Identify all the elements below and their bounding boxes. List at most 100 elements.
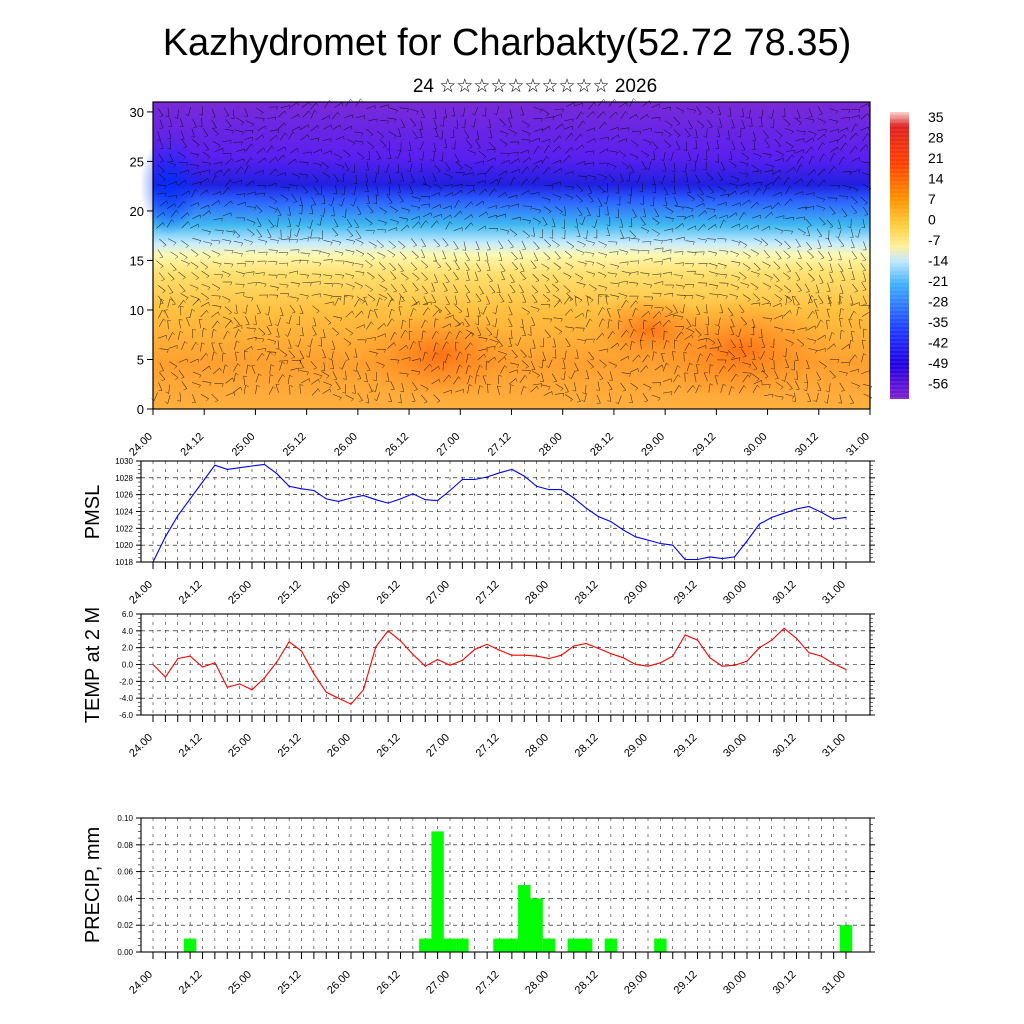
wind-barb bbox=[630, 249, 640, 251]
wind-barb bbox=[554, 108, 564, 110]
wind-barb-flag bbox=[251, 346, 253, 350]
wind-barb bbox=[827, 343, 835, 350]
wind-barb bbox=[473, 118, 476, 128]
wind-barb-flag bbox=[416, 278, 420, 281]
wind-barb-flag bbox=[247, 364, 251, 367]
wind-barb bbox=[548, 359, 553, 369]
wind-barb-flag bbox=[792, 400, 796, 402]
wind-barb bbox=[687, 251, 697, 253]
wind-barb bbox=[648, 161, 652, 170]
wind-barb bbox=[827, 237, 832, 247]
wind-barb bbox=[245, 271, 255, 274]
wind-barb bbox=[158, 285, 166, 292]
wind-barb bbox=[192, 382, 201, 386]
temp-ytick-label: 0.0 bbox=[122, 661, 134, 670]
wind-barb-flag bbox=[450, 136, 454, 139]
wind-barb bbox=[851, 250, 858, 259]
wind-barb bbox=[761, 362, 765, 372]
wind-barb bbox=[355, 362, 358, 372]
wind-barb-flag bbox=[628, 127, 630, 132]
wind-barb-flag bbox=[444, 244, 449, 247]
wind-barb-flag bbox=[716, 294, 719, 298]
wind-barb bbox=[225, 158, 232, 166]
temp-ytick-label: -6.0 bbox=[119, 711, 133, 720]
pmsl-point bbox=[721, 558, 723, 560]
colorbar-label: 14 bbox=[928, 171, 944, 187]
wind-barb-flag bbox=[361, 310, 364, 315]
wind-barb-flag bbox=[671, 218, 675, 222]
wind-barb bbox=[564, 206, 566, 216]
wind-barb-flag bbox=[753, 368, 758, 371]
wind-barb-flag bbox=[296, 323, 300, 326]
wind-barb-flag bbox=[230, 140, 232, 144]
cold-core-1 bbox=[140, 135, 200, 235]
wind-barb-flag bbox=[459, 351, 463, 355]
wind-barb bbox=[772, 351, 775, 361]
temp-point bbox=[833, 663, 835, 665]
wind-barb bbox=[596, 394, 601, 404]
temp-point bbox=[585, 642, 587, 645]
wind-barb bbox=[213, 367, 220, 375]
wind-barb-flag bbox=[501, 270, 506, 273]
wind-barb-flag bbox=[681, 111, 685, 114]
wind-barb-flag bbox=[671, 391, 673, 396]
wind-barb-flag bbox=[262, 118, 265, 122]
wind-barb bbox=[741, 119, 746, 129]
wind-barb bbox=[805, 218, 812, 226]
wind-barb bbox=[706, 195, 715, 199]
wind-barb-flag bbox=[360, 285, 363, 289]
temp-point bbox=[313, 673, 315, 675]
wind-barb bbox=[761, 226, 770, 231]
wind-barb-flag bbox=[413, 303, 418, 306]
wind-barb-flag bbox=[779, 289, 783, 292]
wind-barb-flag bbox=[218, 200, 221, 204]
wind-barb bbox=[499, 118, 506, 126]
wind-barb-flag bbox=[559, 300, 563, 304]
wind-barb-flag bbox=[692, 241, 695, 246]
wind-barb bbox=[302, 110, 309, 118]
wind-barb bbox=[256, 352, 263, 361]
wind-barb bbox=[563, 272, 572, 278]
wind-barb bbox=[277, 122, 285, 130]
wind-barb-flag bbox=[835, 198, 838, 202]
wind-barb bbox=[673, 129, 681, 136]
wind-barb-flag bbox=[727, 115, 732, 117]
wind-barb bbox=[531, 316, 536, 326]
wind-barb bbox=[839, 382, 845, 391]
wind-barb-flag bbox=[715, 224, 717, 228]
wind-barb-flag bbox=[715, 324, 719, 327]
wind-barb bbox=[530, 361, 536, 370]
wind-barb-flag bbox=[380, 136, 384, 139]
wind-barb-flag bbox=[723, 365, 727, 369]
wind-barb bbox=[630, 237, 640, 240]
wind-barb bbox=[374, 309, 378, 319]
wind-barb bbox=[542, 294, 551, 301]
wind-barb bbox=[443, 184, 453, 187]
wind-barb-flag bbox=[364, 169, 369, 171]
wind-barb-flag bbox=[661, 261, 663, 265]
wind-barb-flag bbox=[538, 145, 541, 149]
wind-barb-flag bbox=[865, 144, 869, 148]
wind-barb bbox=[642, 283, 652, 286]
wind-barb bbox=[521, 369, 531, 372]
wind-barb-flag bbox=[746, 163, 749, 168]
wind-barb bbox=[860, 103, 869, 108]
wind-barb bbox=[597, 111, 604, 119]
wind-barb bbox=[400, 393, 402, 404]
wind-barb bbox=[420, 394, 428, 402]
wind-barb-flag bbox=[781, 379, 785, 382]
wind-barb bbox=[310, 205, 314, 214]
wind-barb-flag bbox=[243, 375, 248, 378]
wind-barb-flag bbox=[320, 214, 324, 217]
wind-barb-flag bbox=[203, 327, 207, 330]
wind-barb bbox=[158, 309, 163, 319]
wind-barb bbox=[617, 208, 619, 218]
wind-barb bbox=[332, 124, 341, 131]
wind-barb-flag bbox=[187, 221, 190, 225]
wind-barb bbox=[201, 229, 211, 233]
pmsl-xtick-label: 25.00 bbox=[226, 579, 254, 607]
wind-barb bbox=[211, 200, 219, 207]
wind-barb bbox=[750, 225, 759, 230]
wind-barb bbox=[728, 386, 732, 396]
wind-barb bbox=[816, 348, 826, 352]
